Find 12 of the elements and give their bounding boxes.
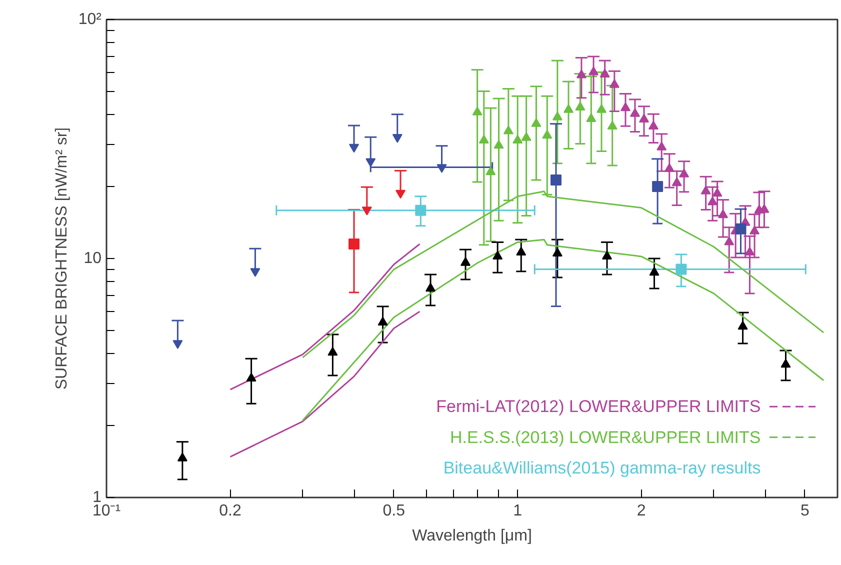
x-tick-label: 2 xyxy=(636,502,646,520)
x-tick-label: 1 xyxy=(513,502,522,520)
x-axis-title: Wavelength [μm] xyxy=(412,528,532,544)
x-tick-label: 0.5 xyxy=(382,502,406,520)
y-tick-label: 10² xyxy=(78,11,102,28)
x-tick-label: 5 xyxy=(800,502,810,520)
y-tick-label: 10 xyxy=(84,250,102,267)
y-axis-title: SURFACE BRIGHTNESS [nW/m² sr] xyxy=(53,127,70,390)
x-tick-label: 0.2 xyxy=(219,502,242,520)
legend-label: Fermi-LAT(2012) LOWER&UPPER LIMITS xyxy=(436,397,761,416)
legend-label: H.E.S.S.(2013) LOWER&UPPER LIMITS xyxy=(450,428,761,447)
text: Biteau&Williams(2015) gamma-ray results xyxy=(443,458,761,478)
